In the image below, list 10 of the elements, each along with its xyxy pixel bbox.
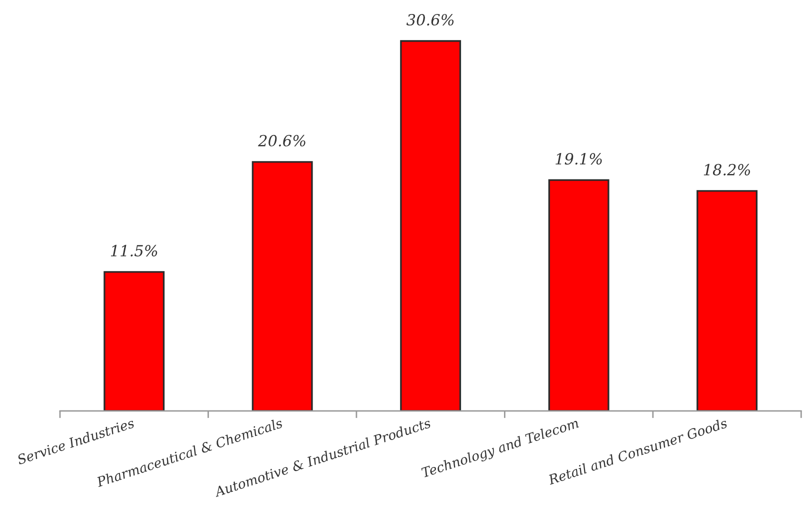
bar [696,190,758,411]
bar [104,271,165,411]
data-label: 30.6% [406,14,454,26]
data-label: 20.6% [258,134,306,146]
data-label: 11.5% [110,244,158,256]
bar [548,179,610,411]
data-label: 18.2% [704,164,750,176]
bar [252,161,313,411]
data-label: 19.1% [556,153,602,165]
bar [400,40,462,411]
